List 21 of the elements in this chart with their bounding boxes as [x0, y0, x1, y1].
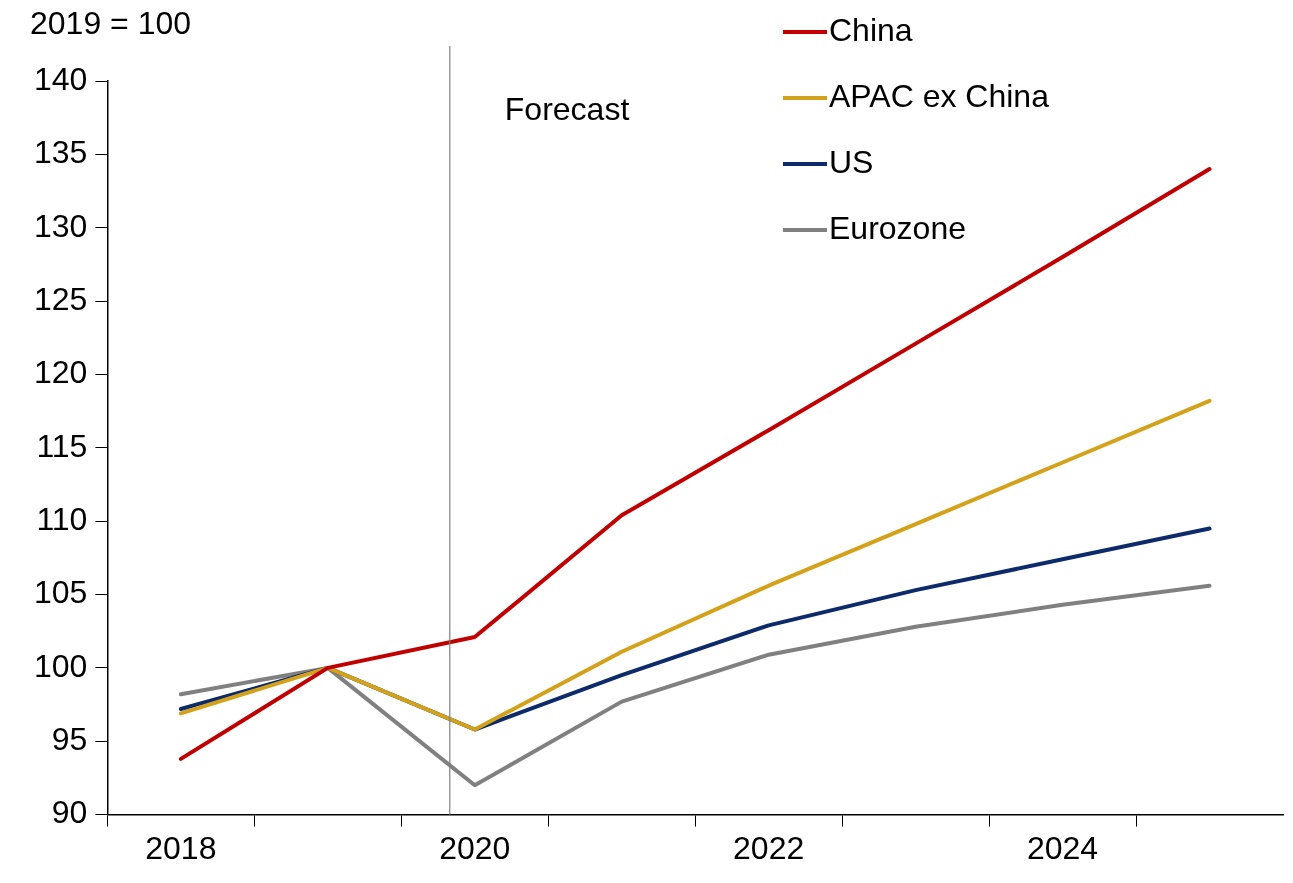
- x-tick-label: 2020: [439, 829, 511, 866]
- y-tick-label: 115: [36, 427, 88, 464]
- y-tick-label: 120: [34, 354, 88, 391]
- legend-label: US: [829, 143, 874, 180]
- y-tick-label: 125: [34, 280, 88, 317]
- y-tick-label: 90: [51, 794, 88, 831]
- y-tick-label: 130: [34, 207, 88, 244]
- y-tick-label: 135: [34, 134, 88, 171]
- y-tick-label: 110: [36, 500, 88, 537]
- x-tick-label: 2024: [1026, 829, 1099, 866]
- y-tick-label: 95: [51, 721, 88, 758]
- x-tick-label: 2018: [145, 829, 217, 866]
- y-tick-label: 100: [34, 647, 88, 684]
- y-tick-label: 105: [34, 574, 88, 611]
- legend-label: Eurozone: [829, 209, 966, 246]
- x-tick-label: 2022: [733, 829, 805, 866]
- y-tick-label: 140: [34, 60, 88, 97]
- ref-line-label: Forecast: [504, 90, 630, 127]
- y-axis-title: 2019 = 100: [30, 4, 192, 41]
- legend-label: APAC ex China: [829, 77, 1050, 114]
- legend-label: China: [829, 11, 913, 48]
